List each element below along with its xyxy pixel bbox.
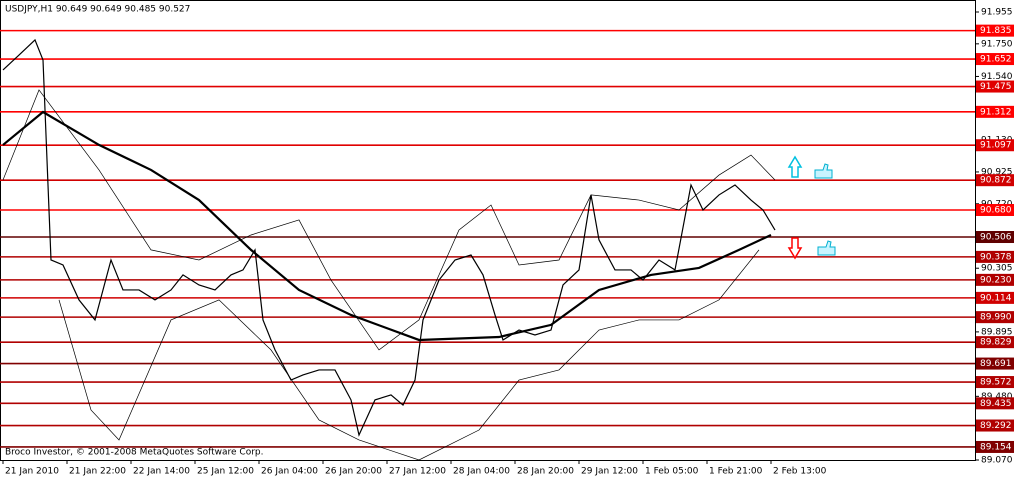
y-tick-label: 91.955 [981,8,1013,18]
signal-icons [787,155,836,260]
level-label: 89.829 [980,338,1012,348]
level-tag [976,336,1014,349]
x-tick-label: 26 Jan 04:00 [261,467,318,477]
x-tick-label: 21 Jan 22:00 [69,467,126,477]
level-tag [976,231,1014,244]
x-tick-label: 27 Jan 12:00 [389,467,446,477]
x-tick-label: 1 Feb 21:00 [709,467,763,477]
level-tag [976,80,1014,93]
level-tag [976,139,1014,152]
y-tick-label: 89.480 [981,392,1013,402]
level-label: 90.114 [980,293,1012,303]
level-tag [976,203,1014,216]
y-tick-label: 89.895 [981,327,1013,337]
chart-title: USDJPY,H1 90.649 90.649 90.485 90.527 [5,5,190,15]
level-label: 90.378 [980,252,1012,262]
level-tag [976,376,1014,389]
level-label: 89.292 [980,421,1012,431]
level-label: 90.872 [980,176,1012,186]
level-label: 91.835 [980,26,1012,36]
x-tick-label: 21 Jan 2010 [5,467,59,477]
level-label: 89.572 [980,378,1012,388]
down-arrow [787,237,803,260]
level-tag [976,440,1014,453]
up-arrow [787,155,803,178]
level-tag [976,53,1014,66]
y-tick-label: 90.925 [981,167,1013,177]
x-tick-label: 25 Jan 12:00 [197,467,254,477]
level-label: 91.097 [980,141,1012,151]
y-tick-label: 91.750 [981,39,1013,49]
x-tick-label: 2 Feb 13:00 [773,467,827,477]
level-tag [976,291,1014,304]
y-tick-label: 89.070 [981,456,1013,466]
level-label: 90.680 [980,205,1012,215]
thumb-icon [814,163,833,179]
level-label: 90.506 [980,233,1012,243]
level-tag [976,174,1014,187]
level-label: 90.230 [980,275,1012,285]
level-label: 89.435 [980,399,1012,409]
level-label: 89.691 [980,359,1012,369]
x-tick-label: 1 Feb 05:00 [645,467,699,477]
x-tick-label: 29 Jan 12:00 [581,467,638,477]
level-label: 91.475 [980,82,1012,92]
series-line [2,38,776,437]
level-tag [976,311,1014,324]
x-tick-label: 26 Jan 20:00 [325,467,382,477]
plot [0,29,975,461]
thumb-icon [817,240,836,256]
series-line [2,89,776,351]
level-label: 89.990 [980,313,1012,323]
plot-frame [0,0,976,461]
x-tick-label: 22 Jan 14:00 [133,467,190,477]
y-tick-label: 90.305 [981,264,1013,274]
level-tag [976,250,1014,263]
level-label: 91.312 [980,107,1012,117]
series-line [58,249,760,461]
level-tag [976,105,1014,118]
level-label: 89.154 [980,442,1012,452]
x-tick-label: 28 Jan 04:00 [453,467,510,477]
level-tag [976,419,1014,432]
level-tag [976,397,1014,410]
footer: Broco Investor, © 2001-2008 MetaQuotes S… [5,448,264,458]
y-tick-label: 91.540 [981,72,1013,82]
series-line [2,110,772,342]
level-tag [976,24,1014,37]
level-tag [976,357,1014,370]
x-tick-label: 28 Jan 20:00 [517,467,574,477]
level-tag [976,273,1014,286]
level-label: 91.652 [980,55,1012,65]
